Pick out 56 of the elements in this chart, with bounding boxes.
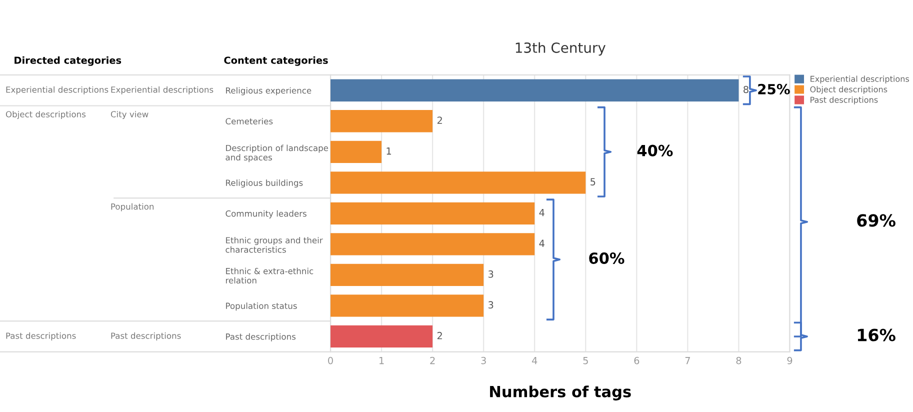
bar bbox=[330, 294, 484, 317]
text: City view bbox=[110, 110, 148, 120]
text: Experiential descriptions bbox=[6, 86, 108, 94]
x-tick-label: 8 bbox=[736, 356, 742, 364]
y-tick-label: Population status bbox=[226, 302, 297, 311]
data-label: 4 bbox=[539, 209, 544, 216]
text: Past descriptions bbox=[111, 332, 181, 340]
legend-label: Past descriptions bbox=[810, 96, 878, 104]
y-tick-label: Cemeteries bbox=[226, 118, 273, 124]
legend-label: Experiential descriptions bbox=[810, 76, 910, 84]
x-tick-label: 5 bbox=[583, 357, 588, 364]
y-tick-label: Past descriptions bbox=[226, 333, 296, 342]
x-tick-label: 0 bbox=[328, 356, 333, 364]
x-tick-label: 6 bbox=[634, 356, 640, 364]
bar bbox=[330, 172, 586, 194]
data-label: 2 bbox=[437, 116, 442, 124]
y-tick-label: Ethnic & extra-ethnic relation bbox=[226, 268, 314, 284]
data-label: 3 bbox=[488, 270, 494, 278]
data-label: 5 bbox=[590, 178, 596, 186]
text: Population bbox=[111, 203, 154, 212]
bar bbox=[330, 325, 433, 348]
x-tick-label: 3 bbox=[481, 356, 486, 364]
y-tick-label: Description of landscape and spaces bbox=[226, 144, 328, 162]
bar bbox=[330, 202, 535, 224]
y-tick-label: Religious experience bbox=[226, 87, 312, 96]
annotation: 60% bbox=[589, 252, 624, 264]
x-tick-label: 9 bbox=[787, 356, 792, 364]
x-axis-title: Numbers of tags bbox=[490, 386, 631, 400]
bar bbox=[330, 110, 433, 132]
text: 16% bbox=[858, 328, 896, 342]
y-tick-label: Religious buildings bbox=[226, 179, 303, 188]
text: Directed categories bbox=[14, 56, 122, 66]
bar bbox=[330, 264, 484, 286]
data-label: 4 bbox=[539, 240, 544, 247]
text: Content categories bbox=[224, 56, 328, 66]
data-label: 8 bbox=[744, 86, 748, 94]
annotation: 40% bbox=[637, 144, 673, 156]
y-tick-label: Community leaders bbox=[226, 210, 306, 218]
chart-title: 13th Century bbox=[516, 42, 606, 56]
x-tick-label: 2 bbox=[430, 356, 435, 364]
text: Experiential descriptions bbox=[111, 86, 214, 94]
x-tick-label: 7 bbox=[685, 357, 690, 364]
text: Object descriptions bbox=[6, 110, 86, 120]
bar bbox=[330, 140, 382, 163]
data-label: 3 bbox=[488, 301, 494, 309]
bar bbox=[330, 79, 739, 102]
data-label: 2 bbox=[437, 332, 442, 340]
legend-label: Object descriptions bbox=[810, 86, 888, 94]
y-tick-label: Ethnic groups and their characteristics bbox=[226, 236, 323, 253]
x-tick-label: 4 bbox=[532, 357, 538, 364]
text: Past descriptions bbox=[6, 332, 76, 340]
text: 69% bbox=[857, 214, 896, 227]
data-label: 1 bbox=[386, 147, 391, 155]
x-tick-label: 1 bbox=[380, 357, 384, 364]
bar bbox=[330, 233, 535, 256]
annotation: 25% bbox=[758, 84, 790, 94]
